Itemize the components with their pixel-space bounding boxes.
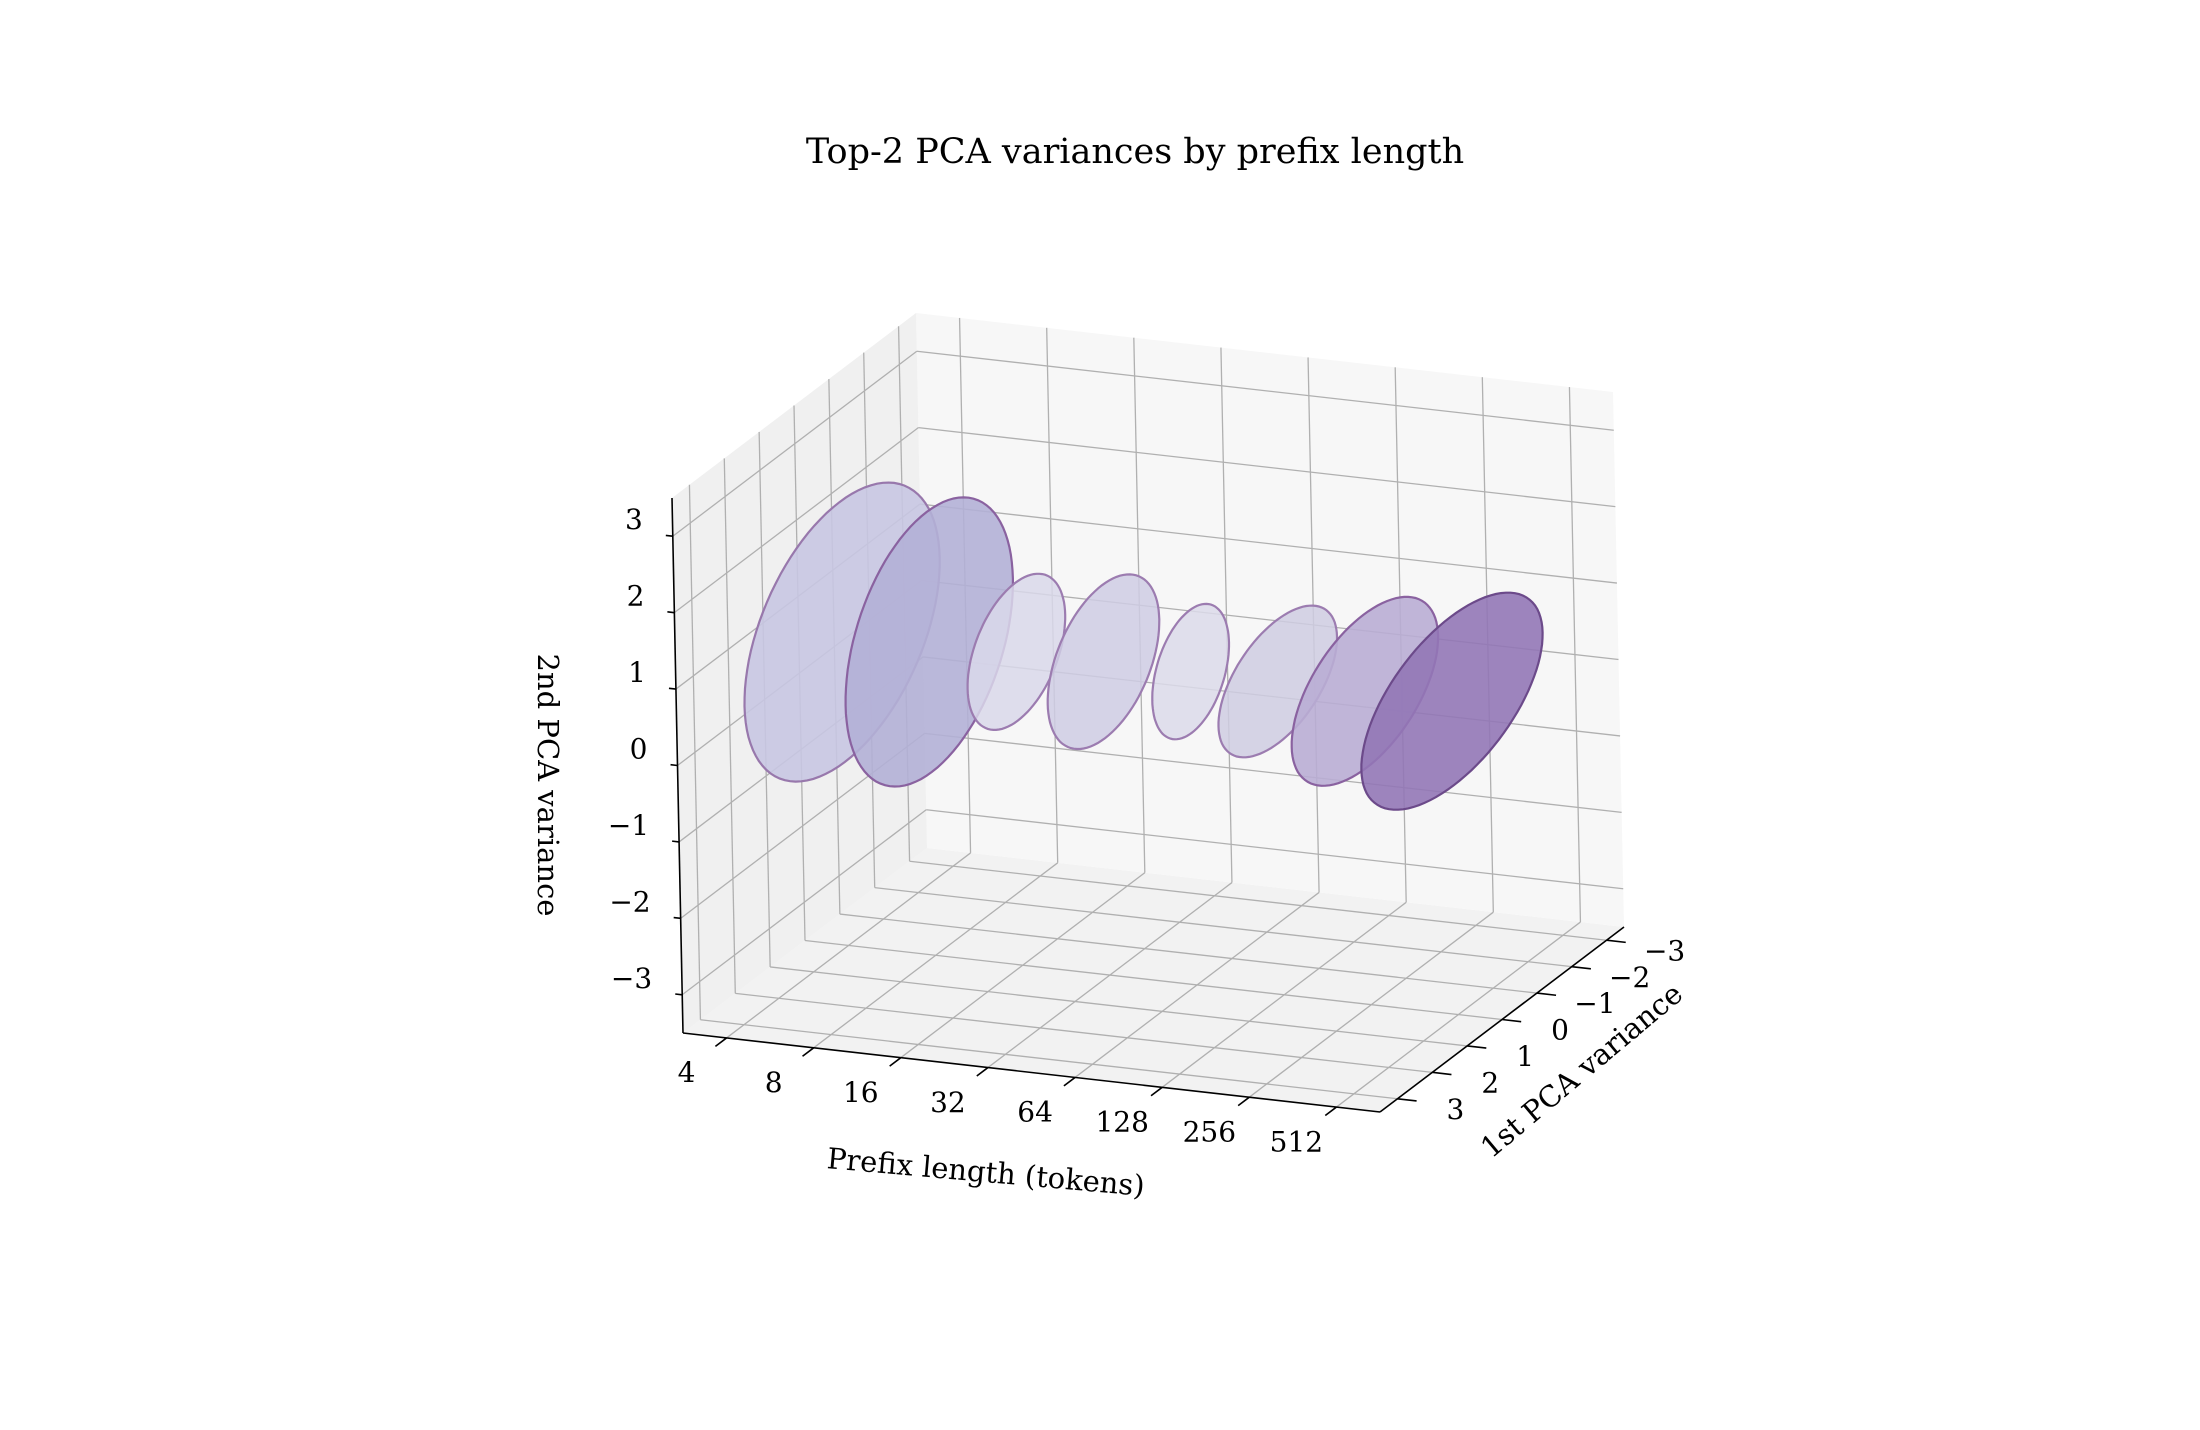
chart-title: Top-2 PCA variances by prefix length [806,132,1464,172]
ellipse-series [743,481,1544,811]
back-gridline-2nd-pca [916,350,1614,431]
y-tick-label: −2 [1609,961,1650,994]
x-tick-label: 256 [1183,1115,1236,1148]
z-tick-label: −2 [609,885,650,918]
back-gridline-2nd-pca [918,426,1616,508]
side-gridline-2nd-pca [673,427,919,614]
tick-marks [665,534,1626,1117]
x-tick [976,1066,989,1077]
ellipse-prefix-32 [1046,573,1161,751]
z-tick [668,687,677,690]
z-tick [672,840,680,843]
z-tick-label: 3 [625,503,643,536]
side-gridline-2nd-pca [672,350,918,537]
y-tick-label: 2 [1481,1067,1499,1100]
z-tick [673,916,681,920]
z-tick-label: 0 [630,733,648,766]
floor-gridline-1st-pca [700,1019,1398,1100]
back-gridline-2nd-pca [924,732,1622,814]
y-tick-label: −1 [1574,987,1615,1020]
x-tick [1063,1076,1076,1087]
z-tick-label: −1 [608,809,649,842]
y-tick-label: −3 [1644,934,1685,967]
x-tick-label: 512 [1270,1125,1323,1158]
x-tick-label: 4 [678,1056,696,1089]
z-tick-label: 2 [627,580,645,613]
z-tick-label: 1 [628,656,646,689]
x-tick [1237,1096,1250,1107]
y-tick [1432,1071,1452,1076]
y-tick-label: 1 [1516,1040,1534,1073]
y-tick [1501,1018,1522,1023]
ellipse-prefix-8 [844,496,1014,788]
y-tick-label: 0 [1551,1014,1569,1047]
x-tick-label: 128 [1095,1106,1148,1139]
ellipse-prefix-64 [1151,602,1231,741]
x-tick-label: 8 [765,1066,783,1099]
ellipse-prefix-128 [1217,604,1339,759]
y-tick [1397,1097,1417,1102]
grid-lines [672,317,1624,1108]
x-tick [1150,1086,1163,1097]
x-tick-label: 16 [843,1076,879,1109]
y-tick [1606,939,1626,944]
floor-gridline-1st-pca [804,939,1503,1021]
floor-gridline-1st-pca [735,992,1433,1074]
x-tick [1324,1106,1337,1117]
x-tick [714,1037,728,1048]
z-tick-label: −3 [611,962,652,995]
floor-gridline-1st-pca [770,966,1468,1047]
y-tick [1467,1045,1487,1049]
back-gridline-2nd-pca [919,503,1618,584]
floor-gridline-1st-pca [839,913,1537,994]
x-tick [889,1057,902,1067]
z-axis-label: 2nd PCA variance [531,654,565,917]
y-tick-label: 3 [1446,1093,1464,1126]
z-tick [670,763,678,767]
ellipse-prefix-512 [1360,591,1544,811]
x-tick [802,1047,815,1057]
side-gridline-2nd-pca [681,809,927,996]
z-tick [665,534,673,538]
z-tick [667,611,675,614]
x-tick-label: 64 [1017,1096,1053,1129]
x-tick-label: 32 [930,1086,966,1119]
x-axis-label: Prefix length (tokens) [826,1141,1146,1203]
z-tick [675,993,683,996]
ellipse-prefix-16 [966,572,1067,731]
x-axis-line [682,1032,1381,1113]
y-tick [1571,965,1591,970]
back-gridline-2nd-pca [926,809,1624,890]
floor-gridline-1st-pca [874,886,1572,968]
y-tick [1536,992,1557,997]
floor-gridline-1st-pca [909,860,1607,941]
